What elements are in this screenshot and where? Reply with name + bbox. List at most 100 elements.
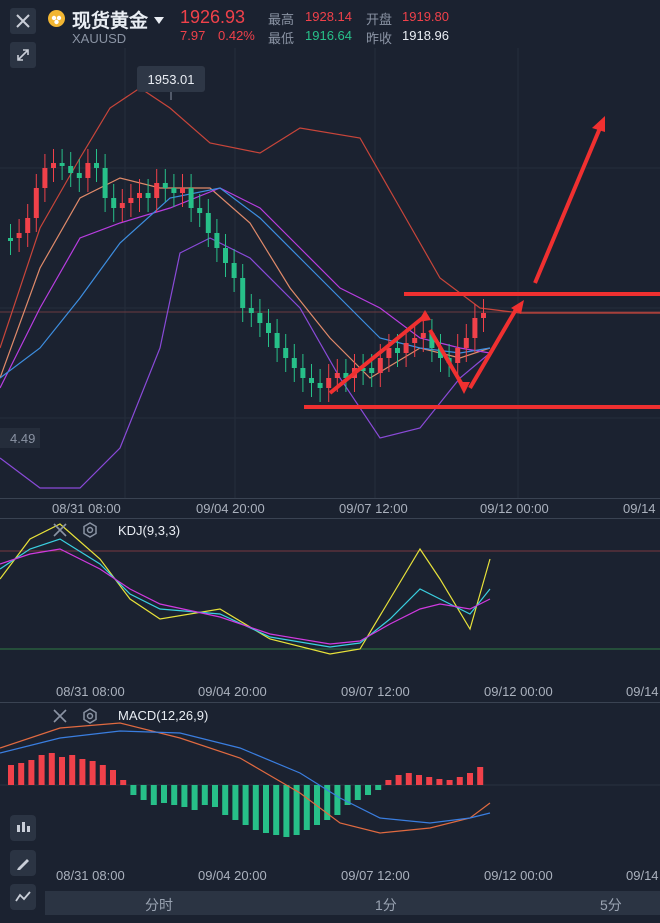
macd-bar — [181, 785, 188, 807]
price-change: 7.97 — [180, 28, 206, 43]
svg-text:1953.01: 1953.01 — [148, 72, 195, 87]
macd-bar — [232, 785, 239, 820]
chevron-down-icon[interactable] — [154, 12, 164, 30]
candle-body — [111, 198, 117, 208]
candle-body — [334, 373, 340, 378]
high-value: 1928.14 — [305, 9, 352, 24]
symbol-code: XAUUSD — [72, 31, 127, 46]
main-candlestick-chart[interactable]: 1953.01 4.49 — [0, 48, 660, 498]
macd-bar — [161, 785, 167, 803]
gear-icon[interactable] — [82, 708, 98, 729]
candle-body — [377, 358, 383, 373]
macd-bar — [99, 765, 106, 785]
timeframe-bar — [45, 891, 660, 915]
eye-off-icon[interactable] — [52, 708, 68, 729]
low-marker: 4.49 — [10, 431, 35, 446]
candle-body — [429, 333, 435, 348]
price-change-pct: 0.42% — [218, 28, 255, 43]
macd-bar — [150, 785, 157, 805]
candle-body — [180, 188, 185, 193]
candle-body — [137, 193, 142, 198]
macd-bar — [273, 785, 280, 835]
candle-body — [223, 248, 228, 263]
macd-bar — [140, 785, 147, 800]
macd-title: MACD(12,26,9) — [118, 708, 209, 723]
kdj-title: KDJ(9,3,3) — [118, 523, 181, 538]
macd-bar — [110, 770, 116, 785]
macd-bar — [59, 757, 65, 785]
x-label: 08/31 08:00 — [52, 501, 121, 516]
bollinger-lower — [0, 237, 491, 489]
macd-bar — [79, 759, 86, 785]
candle-body — [154, 183, 160, 198]
peak-callout: 1953.01 — [137, 66, 205, 100]
candle-body — [248, 308, 254, 313]
gold-coin-icon — [48, 10, 65, 27]
trend-annotation — [328, 127, 602, 395]
kdj-d-line — [0, 548, 491, 645]
close-button[interactable] — [10, 8, 36, 34]
candle-body — [231, 263, 237, 278]
candle-body — [33, 188, 39, 218]
candlestick-icon — [17, 822, 30, 832]
tab-time-sharing[interactable]: 分时 — [145, 897, 173, 913]
candle-body — [257, 313, 263, 323]
kdj-chart[interactable] — [0, 519, 660, 684]
x-label: 09/07 12:00 — [341, 868, 410, 883]
x-label: 09/12 00:00 — [484, 868, 553, 883]
candle-body — [8, 238, 13, 241]
macd-bar — [212, 785, 218, 807]
eye-off-icon[interactable] — [52, 522, 68, 543]
candlestick-button[interactable] — [10, 815, 36, 841]
x-label: 09/14 — [623, 501, 656, 516]
candle-body — [403, 343, 409, 353]
candle-body — [317, 383, 323, 388]
macd-bar — [365, 785, 371, 795]
indicator-button[interactable] — [10, 884, 36, 910]
macd-bar — [38, 755, 45, 785]
macd-bar — [222, 785, 229, 815]
candle-body — [85, 163, 91, 178]
candle-body — [171, 188, 177, 193]
bollinger-mid — [0, 187, 491, 389]
draw-button[interactable] — [10, 850, 36, 876]
macd-bar — [283, 785, 290, 837]
macd-bar — [263, 785, 269, 833]
macd-bar — [467, 773, 473, 785]
last-price: 1926.93 — [180, 7, 246, 27]
x-label: 09/07 12:00 — [339, 501, 408, 516]
candle-body — [42, 168, 48, 188]
open-label: 开盘 — [366, 12, 393, 27]
macd-bar — [334, 785, 341, 815]
candle-body — [102, 168, 108, 198]
macd-bar — [426, 777, 433, 785]
macd-bar — [191, 785, 198, 810]
tab-5min[interactable]: 5分 — [600, 897, 622, 913]
candle-body — [59, 163, 65, 166]
macd-bar — [28, 760, 35, 785]
candle-body — [68, 166, 74, 173]
gear-icon[interactable] — [82, 522, 98, 543]
macd-bar — [120, 780, 127, 785]
candle-body — [76, 173, 82, 178]
candle-body — [283, 348, 289, 358]
candle-body — [463, 338, 469, 348]
candle-body — [300, 368, 306, 378]
candle-body — [309, 378, 314, 383]
candle-body — [360, 368, 366, 371]
low-price-tag — [0, 428, 40, 448]
x-label: 09/12 00:00 — [484, 684, 553, 699]
macd-bar — [446, 780, 453, 785]
macd-chart[interactable] — [0, 703, 660, 863]
macd-bar — [456, 777, 463, 785]
low-value: 1916.64 — [305, 28, 352, 43]
candle-body — [128, 198, 134, 203]
instrument-name[interactable]: 现货黄金 — [72, 11, 149, 32]
candle-body — [16, 233, 22, 238]
x-label: 09/14 — [626, 868, 659, 883]
close-icon — [16, 14, 30, 28]
tab-1min[interactable]: 1分 — [375, 897, 397, 913]
collapse-button[interactable] — [10, 42, 36, 68]
candle-body — [481, 313, 486, 318]
top-bar: 现货黄金 XAUUSD 1926.93 7.97 0.42% 最高 1928.1… — [0, 0, 660, 48]
